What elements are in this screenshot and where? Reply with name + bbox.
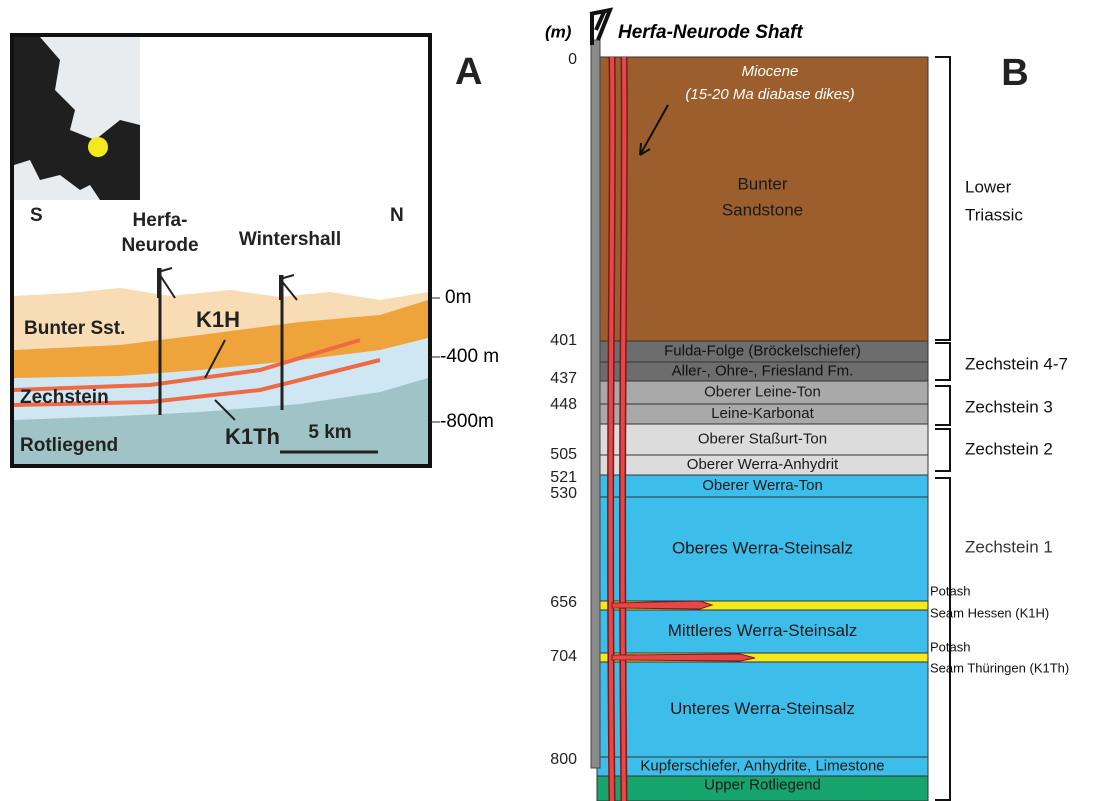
- dike-label: Miocene: [742, 63, 799, 80]
- panel-label: B: [1001, 52, 1028, 94]
- location-dot: [88, 137, 108, 157]
- layer-label: Kupferschiefer, Anhydrite, Limestone: [640, 757, 884, 774]
- scale-label: 5 km: [308, 422, 351, 443]
- panel-b: B (m) Herfa-Neurode Shaft Bunter Sandston…: [545, 10, 1069, 801]
- group-label: Zechstein 2: [965, 439, 1053, 458]
- figure: A S N Herfa- Neurode Wintershall Bunter …: [0, 0, 1103, 801]
- depth-label: 704: [550, 648, 577, 665]
- bracket: [935, 343, 950, 380]
- layer-label: Oberer Werra-Ton: [702, 477, 823, 494]
- potash-label: Potash: [930, 583, 970, 598]
- depth-label: -800m: [440, 411, 494, 432]
- group-label: Lower: [965, 177, 1012, 196]
- dike-sill: [612, 654, 755, 661]
- potash-label: Seam Thüringen (K1Th): [930, 660, 1069, 675]
- depth-label: 800: [550, 751, 577, 768]
- bracket: [935, 386, 950, 425]
- group-label: Zechstein 4-7: [965, 354, 1068, 373]
- unit-label: Zechstein: [20, 387, 109, 408]
- depth-label: 0m: [445, 287, 471, 308]
- headframe: [590, 10, 610, 45]
- depth-label: 530: [550, 485, 577, 502]
- shaft-label: Neurode: [121, 235, 198, 256]
- south-label: S: [30, 205, 43, 226]
- depth-label: -400 m: [440, 346, 499, 367]
- layer-label: Sandstone: [722, 200, 803, 219]
- unit-label: Rotliegend: [20, 435, 118, 456]
- bracket: [935, 57, 950, 340]
- unit-label: Bunter Sst.: [24, 318, 125, 339]
- dike-label: (15-20 Ma diabase dikes): [685, 86, 854, 103]
- group-label: Zechstein 3: [965, 397, 1053, 416]
- group-label: Zechstein 1: [965, 537, 1053, 556]
- depth-label: 505: [550, 446, 577, 463]
- bracket: [935, 429, 950, 471]
- title: Herfa-Neurode Shaft: [618, 22, 803, 43]
- layer-label: Upper Rotliegend: [704, 776, 821, 793]
- depth-label: 401: [550, 332, 577, 349]
- depth-label: 656: [550, 594, 577, 611]
- layer-label: Oberes Werra-Steinsalz: [672, 538, 853, 557]
- depth-label: 437: [550, 370, 577, 387]
- shaft-label: Herfa-: [133, 210, 188, 231]
- group-label: Triassic: [965, 205, 1023, 224]
- layer-label: Oberer Werra-Anhydrit: [687, 456, 839, 473]
- dike: [623, 57, 625, 801]
- layer-label: Mittleres Werra-Steinsalz: [668, 621, 858, 640]
- layer-label: Unteres Werra-Steinsalz: [670, 699, 855, 718]
- layer-label: Fulda-Folge (Bröckelschiefer): [664, 342, 861, 359]
- depth-label: 521: [550, 469, 577, 486]
- shaft: [591, 40, 600, 768]
- depth-label: 0: [568, 51, 577, 68]
- shaft-label: Wintershall: [239, 229, 341, 250]
- unit-label: (m): [545, 22, 572, 41]
- layer-label: Oberer Staßurt-Ton: [698, 430, 827, 447]
- depth-label: 448: [550, 396, 577, 413]
- dike-sill: [612, 601, 712, 609]
- layer-label: Leine-Karbonat: [711, 405, 814, 422]
- north-label: N: [390, 205, 404, 226]
- layer-label: Bunter: [737, 174, 787, 193]
- seam-label: K1Th: [225, 424, 280, 449]
- potash-label: Seam Hessen (K1H): [930, 605, 1049, 620]
- panel-a: A S N Herfa- Neurode Wintershall Bunter …: [12, 35, 499, 466]
- layer-label: Aller-, Ohre-, Friesland Fm.: [672, 362, 854, 379]
- dike: [611, 57, 613, 801]
- layer-label: Oberer Leine-Ton: [704, 383, 821, 400]
- seam-label: K1H: [196, 307, 240, 332]
- potash-label: Potash: [930, 639, 970, 654]
- panel-label: A: [455, 51, 482, 93]
